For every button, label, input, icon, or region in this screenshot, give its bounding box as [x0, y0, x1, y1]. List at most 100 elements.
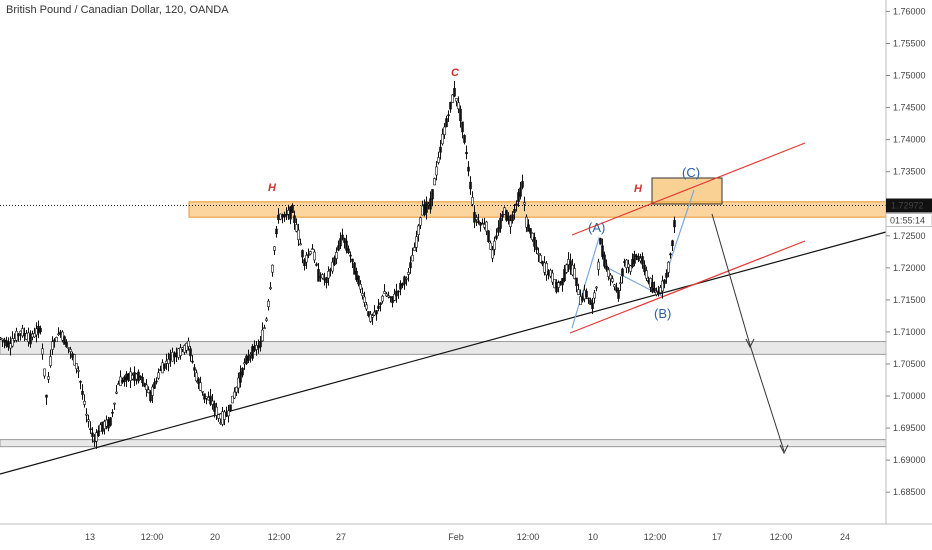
candle-body [589, 299, 592, 305]
candle-body [189, 348, 192, 357]
candle-body [101, 421, 104, 432]
wave-label-b: (B) [654, 306, 671, 321]
candle-body [615, 287, 618, 292]
candle-body [47, 376, 50, 380]
candle-body [505, 210, 508, 221]
candle-body [195, 372, 198, 382]
head-label: H [268, 182, 277, 194]
candle-body [289, 206, 292, 220]
candle-body [227, 410, 230, 417]
candle-body [221, 411, 224, 425]
candle-body [439, 146, 442, 153]
candle-body [565, 264, 568, 273]
candle-body [51, 341, 54, 350]
candle-body [393, 293, 396, 301]
countdown-text: 01:55:14 [890, 216, 925, 226]
candle-body [511, 214, 514, 222]
candle-body [247, 355, 250, 361]
candle-body [223, 411, 226, 420]
candle-body [531, 232, 534, 241]
annotations-layer: C H H (A) (B) (C) [268, 67, 700, 321]
x-tick-label: 10 [588, 532, 598, 542]
candle-body [613, 284, 616, 287]
candle-body [561, 278, 564, 286]
candle-body [171, 352, 174, 362]
y-tick-label: 1.71500 [893, 295, 926, 305]
candle-body [301, 250, 304, 258]
candle-body [365, 304, 368, 310]
candle-body [7, 341, 10, 348]
candle-body [173, 353, 176, 358]
candle-body [673, 220, 676, 228]
candle-body [367, 311, 370, 317]
candle-body [203, 393, 206, 400]
y-tick-label: 1.74000 [893, 135, 926, 145]
candle-body [237, 377, 240, 389]
y-tick-label: 1.75000 [893, 71, 926, 81]
candle-body [663, 279, 666, 284]
candle-body [403, 276, 406, 285]
candle-body [169, 353, 172, 361]
candle-body [343, 238, 346, 243]
candle-body [77, 370, 80, 372]
y-tick-label: 1.74500 [893, 103, 926, 113]
wave-label-a: (A) [588, 220, 605, 235]
candle-body [611, 278, 614, 282]
head-label: H [634, 183, 643, 195]
candle-body [621, 268, 624, 277]
candle-body [265, 318, 268, 321]
candle-body [641, 256, 644, 265]
candle-body [575, 277, 578, 287]
candle-body [327, 271, 330, 279]
candle-body [207, 397, 210, 401]
candle-body [293, 215, 296, 224]
y-tick-label: 1.70500 [893, 359, 926, 369]
candle-body [275, 228, 278, 235]
candle-body [353, 262, 356, 275]
candle-body [501, 214, 504, 218]
channel-upper [571, 142, 806, 236]
candle-body [491, 249, 494, 259]
candle-body [363, 296, 366, 303]
candle-body [139, 375, 142, 378]
candle-body [0, 337, 2, 340]
candle-body [307, 254, 310, 256]
candle-body [117, 383, 120, 385]
candle-body [415, 236, 418, 248]
candle-body [595, 286, 598, 289]
x-tick-label: 13 [85, 532, 95, 542]
candle-body [457, 102, 460, 110]
y-tick-label: 1.76000 [893, 6, 926, 16]
candle-body [321, 274, 324, 279]
y-tick-label: 1.69500 [893, 423, 926, 433]
y-tick-label: 1.69000 [893, 455, 926, 465]
candle-body [113, 402, 116, 405]
candle-body [49, 356, 52, 366]
candle-body [191, 360, 194, 363]
candle-body [509, 220, 512, 228]
candle-body [297, 229, 300, 240]
candle-body [521, 181, 524, 188]
candle-body [299, 243, 302, 246]
candle-body [629, 265, 632, 272]
candle-body [381, 295, 384, 302]
candle-body [119, 376, 122, 387]
candle-body [533, 236, 536, 247]
candle-body [387, 295, 390, 298]
candle-body [315, 263, 318, 266]
candle-body [249, 354, 252, 356]
candle-body [141, 376, 144, 384]
candle-body [269, 287, 272, 289]
candle-body [645, 270, 648, 279]
candle-body [617, 290, 620, 299]
candle-body [209, 395, 212, 405]
candle-body [465, 152, 468, 155]
candle-body [459, 108, 462, 122]
candle-body [405, 278, 408, 280]
candle-body [251, 346, 254, 359]
candle-body [65, 341, 68, 348]
candle-body [233, 391, 236, 399]
candle-body [9, 343, 12, 349]
